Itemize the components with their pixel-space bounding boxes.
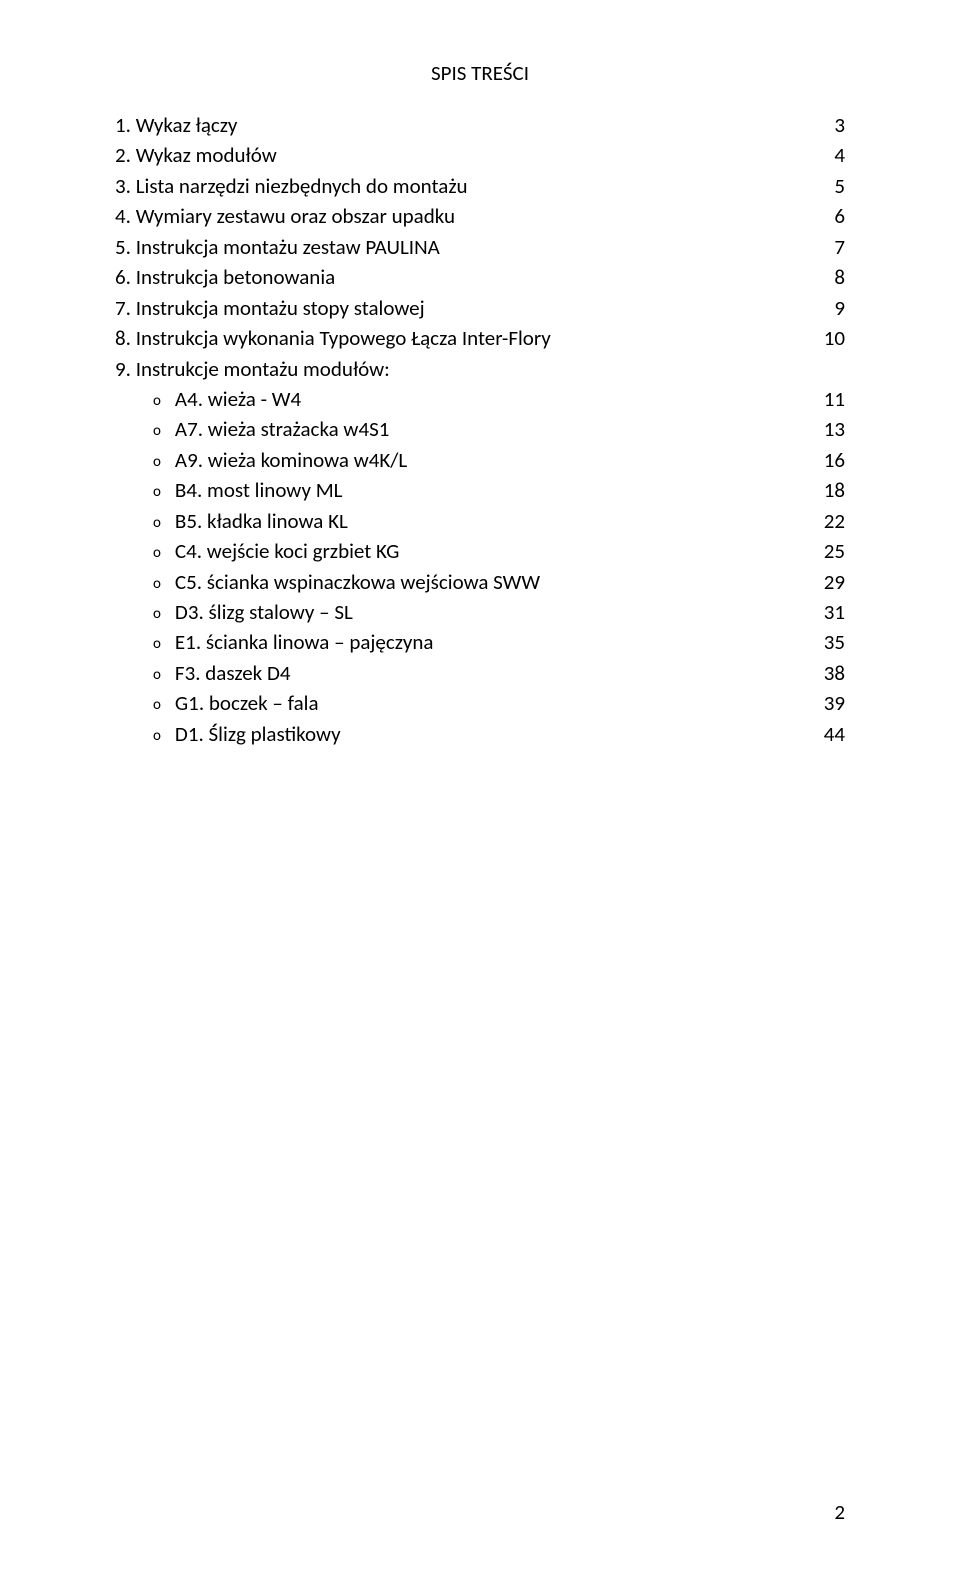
bullet-icon: o bbox=[153, 452, 175, 474]
toc-sub-entry: oB4. most linowy ML18 bbox=[153, 475, 845, 505]
bullet-icon: o bbox=[153, 421, 175, 443]
toc-entry: 4. Wymiary zestawu oraz obszar upadku6 bbox=[115, 201, 845, 231]
toc-sub-entry-page: 39 bbox=[804, 688, 845, 718]
toc-entry-label: 1. Wykaz łączy bbox=[115, 110, 814, 140]
toc-sub-entry-page: 29 bbox=[804, 567, 845, 597]
toc-sub-entry-label: D3. ślizg stalowy – SL bbox=[175, 597, 804, 627]
toc-sub-entry: oG1. boczek – fala39 bbox=[153, 688, 845, 718]
toc-sub-entry-page: 13 bbox=[804, 414, 845, 444]
toc-sub-entry-label: B5. kładka linowa KL bbox=[175, 506, 804, 536]
toc-entry-label: 2. Wykaz modułów bbox=[115, 140, 814, 170]
toc-sub-entry: oD1. Ślizg plastikowy44 bbox=[153, 719, 845, 749]
bullet-icon: o bbox=[153, 513, 175, 535]
toc-sub-entry: oC4. wejście koci grzbiet KG25 bbox=[153, 536, 845, 566]
toc-entry-page: 8 bbox=[814, 262, 845, 292]
toc-entry: 8. Instrukcja wykonania Typowego Łącza I… bbox=[115, 323, 845, 353]
toc-sub-entry-page: 11 bbox=[804, 384, 845, 414]
page-title: SPIS TREŚCI bbox=[115, 60, 845, 86]
toc-entry-page: 9 bbox=[814, 293, 845, 323]
page-number: 2 bbox=[834, 1499, 845, 1525]
toc-entry-page: 10 bbox=[804, 323, 845, 353]
toc-sub-entry-page: 35 bbox=[804, 627, 845, 657]
toc-entry-label: 7. Instrukcja montażu stopy stalowej bbox=[115, 293, 814, 323]
bullet-icon: o bbox=[153, 391, 175, 413]
toc-entry-label: 8. Instrukcja wykonania Typowego Łącza I… bbox=[115, 323, 804, 353]
toc-sub-entry-label: A7. wieża strażacka w4S1 bbox=[175, 414, 804, 444]
toc-entry: 5. Instrukcja montażu zestaw PAULINA7 bbox=[115, 232, 845, 262]
toc-entry: 2. Wykaz modułów4 bbox=[115, 140, 845, 170]
bullet-icon: o bbox=[153, 574, 175, 596]
toc-sub-entry: oE1. ścianka linowa – pajęczyna35 bbox=[153, 627, 845, 657]
toc-sub-entry: oA4. wieża - W411 bbox=[153, 384, 845, 414]
toc-entry-page: 3 bbox=[814, 110, 845, 140]
toc-sub-entry-label: C4. wejście koci grzbiet KG bbox=[175, 536, 804, 566]
toc-sub-entry-page: 38 bbox=[804, 658, 845, 688]
toc-sub-entry-page: 22 bbox=[804, 506, 845, 536]
toc-entry-label: 9. Instrukcje montażu modułów: bbox=[115, 354, 825, 384]
toc-entry-page: 6 bbox=[814, 201, 845, 231]
toc-sub-entry-label: A4. wieża - W4 bbox=[175, 384, 804, 414]
toc-entry-label: 4. Wymiary zestawu oraz obszar upadku bbox=[115, 201, 814, 231]
toc-entry-page: 5 bbox=[814, 171, 845, 201]
toc-sub-entry-label: G1. boczek – fala bbox=[175, 688, 804, 718]
toc-entry-page: 4 bbox=[814, 140, 845, 170]
toc-sub-entry-label: C5. ścianka wspinaczkowa wejściowa SWW bbox=[175, 567, 804, 597]
toc-entry-label: 3. Lista narzędzi niezbędnych do montażu bbox=[115, 171, 814, 201]
bullet-icon: o bbox=[153, 604, 175, 626]
toc-entry-label: 6. Instrukcja betonowania bbox=[115, 262, 814, 292]
toc-entry-page: 7 bbox=[814, 232, 845, 262]
toc-sub-entry: oB5. kładka linowa KL22 bbox=[153, 506, 845, 536]
toc-sub-entry-label: F3. daszek D4 bbox=[175, 658, 804, 688]
document-page: SPIS TREŚCI 1. Wykaz łączy32. Wykaz modu… bbox=[0, 0, 960, 1575]
toc-sub-entry-label: B4. most linowy ML bbox=[175, 475, 804, 505]
toc-sub-entry-label: E1. ścianka linowa – pajęczyna bbox=[175, 627, 804, 657]
bullet-icon: o bbox=[153, 726, 175, 748]
toc-sub-entry: oA9. wieża kominowa w4K/L16 bbox=[153, 445, 845, 475]
bullet-icon: o bbox=[153, 695, 175, 717]
toc-sub-entry: oD3. ślizg stalowy – SL31 bbox=[153, 597, 845, 627]
toc-entry-label: 5. Instrukcja montażu zestaw PAULINA bbox=[115, 232, 814, 262]
toc-sub-entry: oA7. wieża strażacka w4S113 bbox=[153, 414, 845, 444]
bullet-icon: o bbox=[153, 482, 175, 504]
toc-entry: 9. Instrukcje montażu modułów: bbox=[115, 354, 845, 384]
toc-sub-entry: oF3. daszek D438 bbox=[153, 658, 845, 688]
toc-entry: 1. Wykaz łączy3 bbox=[115, 110, 845, 140]
toc-main-list: 1. Wykaz łączy32. Wykaz modułów43. Lista… bbox=[115, 110, 845, 384]
toc-sub-entry-page: 16 bbox=[804, 445, 845, 475]
toc-sub-entry-page: 44 bbox=[804, 719, 845, 749]
bullet-icon: o bbox=[153, 634, 175, 656]
toc-entry: 7. Instrukcja montażu stopy stalowej9 bbox=[115, 293, 845, 323]
bullet-icon: o bbox=[153, 543, 175, 565]
toc-entry: 3. Lista narzędzi niezbędnych do montażu… bbox=[115, 171, 845, 201]
table-of-contents: 1. Wykaz łączy32. Wykaz modułów43. Lista… bbox=[115, 110, 845, 749]
toc-sub-entry-label: A9. wieża kominowa w4K/L bbox=[175, 445, 804, 475]
toc-sub-entry-label: D1. Ślizg plastikowy bbox=[175, 719, 804, 749]
bullet-icon: o bbox=[153, 665, 175, 687]
toc-entry: 6. Instrukcja betonowania8 bbox=[115, 262, 845, 292]
toc-sub-entry-page: 31 bbox=[804, 597, 845, 627]
toc-sub-list: oA4. wieża - W411oA7. wieża strażacka w4… bbox=[115, 384, 845, 749]
toc-sub-entry-page: 18 bbox=[804, 475, 845, 505]
toc-sub-entry: oC5. ścianka wspinaczkowa wejściowa SWW2… bbox=[153, 567, 845, 597]
toc-sub-entry-page: 25 bbox=[804, 536, 845, 566]
